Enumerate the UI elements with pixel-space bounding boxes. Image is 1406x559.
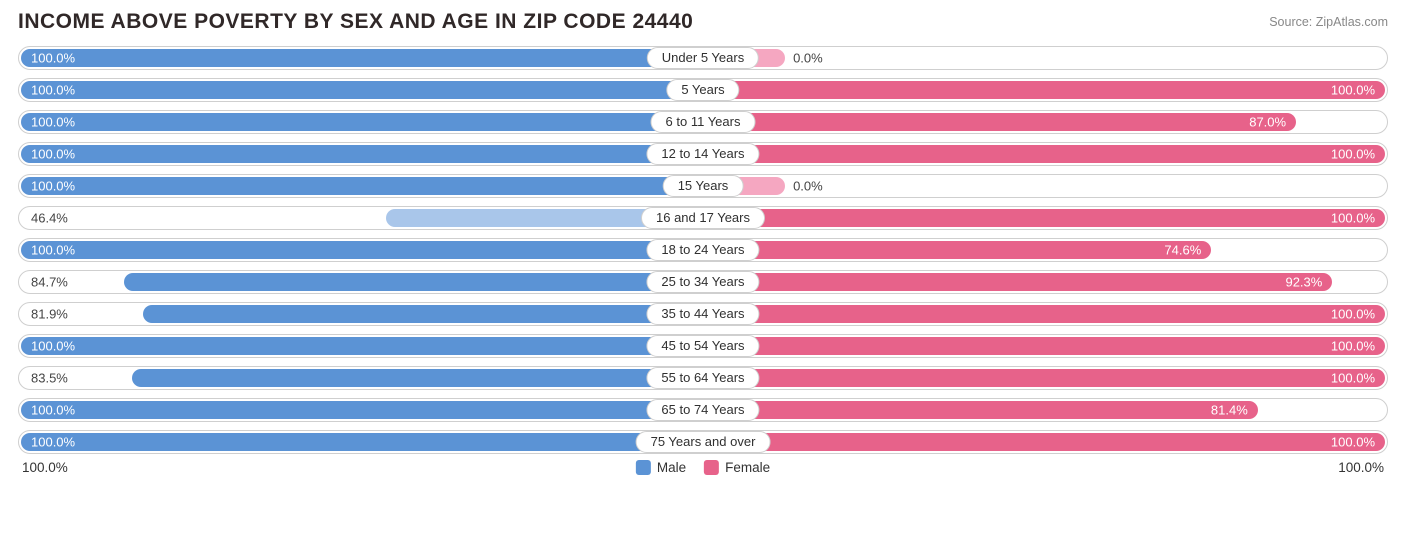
category-label: 6 to 11 Years (651, 111, 756, 133)
male-value-label: 100.0% (31, 435, 75, 450)
male-bar (21, 81, 703, 99)
category-label: 45 to 54 Years (646, 335, 759, 357)
male-value-label: 100.0% (31, 179, 75, 194)
legend-male-label: Male (657, 460, 686, 475)
female-bar (703, 81, 1385, 99)
male-bar (124, 273, 701, 291)
table-row: 100.0% 81.4% 65 to 74 Years (18, 398, 1388, 422)
chart-axis: 100.0% Male Female 100.0% (18, 460, 1388, 475)
male-bar (21, 337, 703, 355)
category-label: Under 5 Years (647, 47, 759, 69)
table-row: 83.5% 100.0% 55 to 64 Years (18, 366, 1388, 390)
female-value-label: 100.0% (1331, 371, 1375, 386)
female-value-label: 74.6% (1164, 243, 1201, 258)
category-label: 75 Years and over (636, 431, 771, 453)
male-value-label: 84.7% (31, 275, 116, 290)
male-value-label: 100.0% (31, 147, 75, 162)
axis-right-label: 100.0% (1338, 460, 1384, 475)
female-value-label: 100.0% (1331, 147, 1375, 162)
male-bar (21, 433, 703, 451)
chart-header: INCOME ABOVE POVERTY BY SEX AND AGE IN Z… (18, 10, 1388, 34)
female-bar (703, 241, 1211, 259)
table-row: 100.0% 0.0% Under 5 Years (18, 46, 1388, 70)
table-row: 100.0% 100.0% 12 to 14 Years (18, 142, 1388, 166)
male-bar (132, 369, 701, 387)
axis-left-label: 100.0% (22, 460, 68, 475)
female-value-label: 92.3% (1285, 275, 1322, 290)
male-value-label: 100.0% (31, 243, 75, 258)
table-row: 84.7% 92.3% 25 to 34 Years (18, 270, 1388, 294)
female-value-label: 0.0% (793, 179, 1375, 194)
female-bar (703, 113, 1296, 131)
legend-female-label: Female (725, 460, 770, 475)
category-label: 15 Years (663, 175, 744, 197)
category-label: 16 and 17 Years (641, 207, 765, 229)
male-bar (21, 177, 703, 195)
category-label: 65 to 74 Years (646, 399, 759, 421)
female-value-label: 100.0% (1331, 211, 1375, 226)
female-value-label: 100.0% (1331, 83, 1375, 98)
legend-item-female: Female (704, 460, 770, 475)
male-bar (21, 401, 703, 419)
table-row: 100.0% 87.0% 6 to 11 Years (18, 110, 1388, 134)
female-value-label: 0.0% (793, 51, 1375, 66)
chart-container: INCOME ABOVE POVERTY BY SEX AND AGE IN Z… (0, 0, 1406, 559)
male-bar (143, 305, 701, 323)
table-row: 100.0% 100.0% 45 to 54 Years (18, 334, 1388, 358)
female-bar (703, 401, 1258, 419)
table-row: 100.0% 100.0% 5 Years (18, 78, 1388, 102)
male-value-label: 81.9% (31, 307, 135, 322)
male-value-label: 83.5% (31, 371, 124, 386)
chart-title: INCOME ABOVE POVERTY BY SEX AND AGE IN Z… (18, 10, 693, 34)
male-bar (21, 241, 703, 259)
category-label: 35 to 44 Years (646, 303, 759, 325)
chart-legend: Male Female (636, 460, 770, 475)
female-value-label: 81.4% (1211, 403, 1248, 418)
female-bar (703, 433, 1385, 451)
female-bar (703, 369, 1385, 387)
male-bar (21, 145, 703, 163)
male-value-label: 46.4% (31, 211, 378, 226)
table-row: 81.9% 100.0% 35 to 44 Years (18, 302, 1388, 326)
legend-item-male: Male (636, 460, 686, 475)
category-label: 5 Years (666, 79, 739, 101)
male-value-label: 100.0% (31, 83, 75, 98)
female-bar (703, 305, 1385, 323)
male-swatch-icon (636, 460, 651, 475)
chart-source: Source: ZipAtlas.com (1269, 15, 1388, 29)
table-row: 46.4% 100.0% 16 and 17 Years (18, 206, 1388, 230)
category-label: 55 to 64 Years (646, 367, 759, 389)
female-bar (703, 337, 1385, 355)
female-bar (703, 209, 1385, 227)
table-row: 100.0% 100.0% 75 Years and over (18, 430, 1388, 454)
category-label: 18 to 24 Years (646, 239, 759, 261)
female-bar (703, 273, 1332, 291)
female-value-label: 100.0% (1331, 435, 1375, 450)
category-label: 12 to 14 Years (646, 143, 759, 165)
female-bar (703, 145, 1385, 163)
table-row: 100.0% 74.6% 18 to 24 Years (18, 238, 1388, 262)
male-bar (21, 113, 703, 131)
chart-rows: 100.0% 0.0% Under 5 Years 100.0% 100.0% 5 Yea… (18, 46, 1388, 454)
male-value-label: 100.0% (31, 403, 75, 418)
male-bar (21, 49, 703, 67)
female-value-label: 100.0% (1331, 307, 1375, 322)
male-value-label: 100.0% (31, 339, 75, 354)
female-value-label: 100.0% (1331, 339, 1375, 354)
table-row: 100.0% 0.0% 15 Years (18, 174, 1388, 198)
male-value-label: 100.0% (31, 115, 75, 130)
female-swatch-icon (704, 460, 719, 475)
male-value-label: 100.0% (31, 51, 75, 66)
category-label: 25 to 34 Years (646, 271, 759, 293)
female-value-label: 87.0% (1249, 115, 1286, 130)
